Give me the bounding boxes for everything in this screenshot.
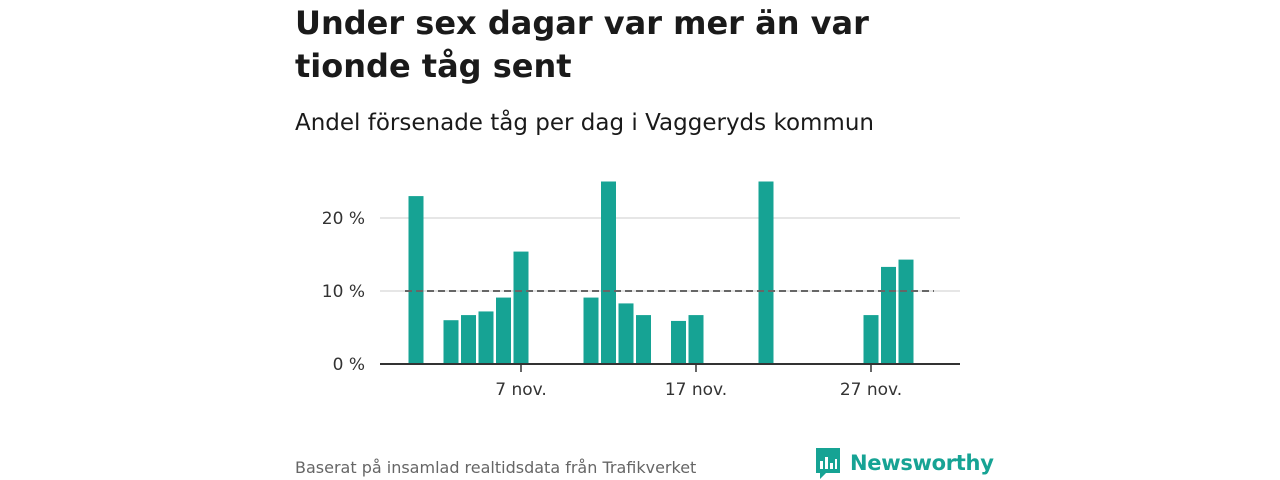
bar <box>671 320 686 364</box>
newsworthy-logo-icon <box>816 448 840 479</box>
bar <box>601 181 616 364</box>
bar <box>758 181 774 364</box>
bars <box>408 181 914 364</box>
x-tick-label: 17 nov. <box>665 380 727 400</box>
bar <box>898 259 914 364</box>
chart-title: Under sex dagar var mer än var tionde tå… <box>295 4 869 85</box>
bar <box>461 315 476 364</box>
bar <box>478 311 494 364</box>
bar <box>583 297 599 364</box>
grid-lines <box>380 217 960 292</box>
bar <box>408 196 424 364</box>
bar <box>618 303 634 364</box>
newsworthy-logo: Newsworthy <box>814 446 994 480</box>
logo-text: Newsworthy <box>850 451 994 475</box>
axes: 0 % 10 % 20 % 7 nov. 17 nov. 27 nov. <box>322 209 960 400</box>
x-tick-label: 7 nov. <box>495 380 547 400</box>
y-tick-label: 10 % <box>322 282 365 302</box>
x-tick-label: 27 nov. <box>840 380 902 400</box>
bar <box>513 251 529 364</box>
bar <box>688 315 704 364</box>
chart-subtitle: Andel försenade tåg per dag i Vaggeryds … <box>295 110 874 136</box>
bar <box>496 297 511 364</box>
source-note: Baserat på insamlad realtidsdata från Tr… <box>295 458 697 477</box>
y-tick-label: 20 % <box>322 209 365 229</box>
bar <box>863 315 879 364</box>
bar <box>636 315 651 364</box>
bar <box>443 320 459 364</box>
bar <box>881 266 896 364</box>
y-tick-label: 0 % <box>333 355 365 375</box>
